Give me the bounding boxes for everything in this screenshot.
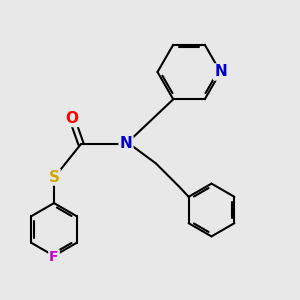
Text: S: S: [49, 169, 59, 184]
Text: O: O: [65, 111, 79, 126]
Text: F: F: [49, 250, 59, 264]
Text: N: N: [120, 136, 132, 152]
Text: N: N: [214, 64, 227, 80]
